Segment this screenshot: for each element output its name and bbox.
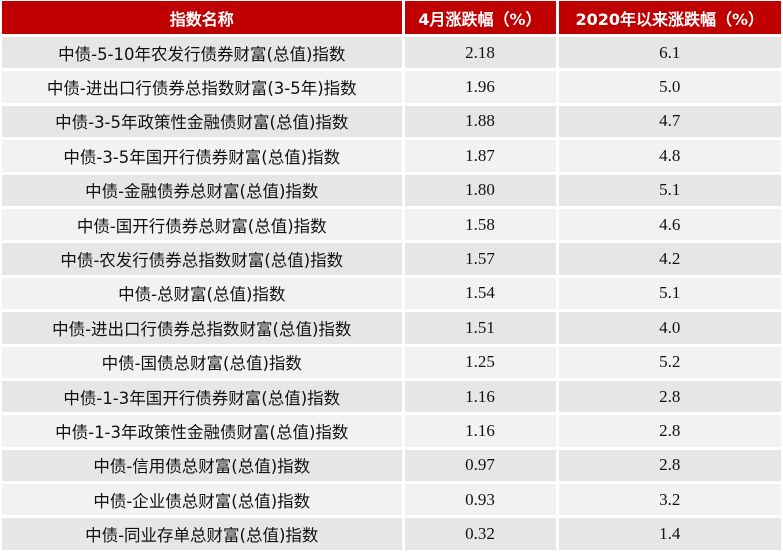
cell-ytd-change: 4.8	[557, 138, 781, 175]
table-row: 中债-1-3年政策性金融债财富(总值)指数 1.16 2.8	[2, 413, 781, 450]
cell-april-change: 1.16	[403, 413, 559, 450]
table-header-row: 指数名称 4月涨跌幅（%） 2020年以来涨跌幅（%）	[2, 1, 781, 37]
cell-index-name: 中债-企业债总财富(总值)指数	[2, 482, 405, 519]
cell-ytd-change: 2.8	[557, 448, 781, 485]
cell-ytd-change: 6.1	[557, 35, 781, 72]
header-index-name: 指数名称	[2, 1, 405, 37]
cell-april-change: 0.97	[403, 448, 559, 485]
table-row: 中债-国债总财富(总值)指数 1.25 5.2	[2, 345, 781, 381]
cell-index-name: 中债-5-10年农发行债券财富(总值)指数	[2, 35, 405, 72]
cell-index-name: 中债-1-3年国开行债券财富(总值)指数	[2, 379, 405, 416]
table-row: 中债-总财富(总值)指数 1.54 5.1	[2, 276, 781, 313]
table-body: 中债-5-10年农发行债券财富(总值)指数 2.18 6.1 中债-进出口行债券总指数…	[2, 35, 781, 553]
cell-ytd-change: 5.1	[557, 276, 781, 313]
cell-index-name: 中债-3-5年国开行债券财富(总值)指数	[2, 138, 405, 175]
table-row: 中债-企业债总财富(总值)指数 0.93 3.2	[2, 482, 781, 519]
cell-april-change: 1.58	[403, 207, 559, 244]
table-row: 中债-5-10年农发行债券财富(总值)指数 2.18 6.1	[2, 35, 781, 72]
cell-april-change: 1.51	[403, 310, 559, 347]
table-row: 中债-进出口行债券总指数财富(总值)指数 1.51 4.0	[2, 310, 781, 347]
cell-april-change: 1.25	[403, 345, 559, 381]
cell-index-name: 中债-进出口行债券总指数财富(总值)指数	[2, 310, 405, 347]
cell-april-change: 1.80	[403, 173, 559, 209]
cell-index-name: 中债-国开行债券总财富(总值)指数	[2, 207, 405, 244]
cell-index-name: 中债-金融债券总财富(总值)指数	[2, 173, 405, 209]
cell-index-name: 中债-农发行债券总指数财富(总值)指数	[2, 241, 405, 278]
table-row: 中债-3-5年政策性金融债财富(总值)指数 1.88 4.7	[2, 104, 781, 141]
cell-index-name: 中债-信用债总财富(总值)指数	[2, 448, 405, 485]
header-ytd-change: 2020年以来涨跌幅（%）	[557, 1, 781, 37]
table-row: 中债-1-3年国开行债券财富(总值)指数 1.16 2.8	[2, 379, 781, 416]
cell-index-name: 中债-进出口行债券总指数财富(3-5年)指数	[2, 69, 405, 106]
cell-april-change: 2.18	[403, 35, 559, 72]
cell-ytd-change: 3.2	[557, 482, 781, 519]
cell-index-name: 中债-3-5年政策性金融债财富(总值)指数	[2, 104, 405, 141]
header-april-change: 4月涨跌幅（%）	[403, 1, 559, 37]
table-row: 中债-进出口行债券总指数财富(3-5年)指数 1.96 5.0	[2, 69, 781, 106]
cell-ytd-change: 1.4	[557, 516, 781, 553]
cell-april-change: 1.16	[403, 379, 559, 416]
cell-index-name: 中债-同业存单总财富(总值)指数	[2, 516, 405, 553]
cell-index-name: 中债-1-3年政策性金融债财富(总值)指数	[2, 413, 405, 450]
cell-april-change: 1.88	[403, 104, 559, 141]
cell-index-name: 中债-国债总财富(总值)指数	[2, 345, 405, 381]
cell-index-name: 中债-总财富(总值)指数	[2, 276, 405, 313]
table-row: 中债-信用债总财富(总值)指数 0.97 2.8	[2, 448, 781, 485]
table-row: 中债-同业存单总财富(总值)指数 0.32 1.4	[2, 516, 781, 553]
cell-april-change: 0.32	[403, 516, 559, 553]
cell-ytd-change: 4.2	[557, 241, 781, 278]
cell-april-change: 0.93	[403, 482, 559, 519]
table-row: 中债-3-5年国开行债券财富(总值)指数 1.87 4.8	[2, 138, 781, 175]
cell-april-change: 1.87	[403, 138, 559, 175]
cell-ytd-change: 5.1	[557, 173, 781, 209]
cell-april-change: 1.57	[403, 241, 559, 278]
cell-april-change: 1.96	[403, 69, 559, 106]
table-row: 中债-国开行债券总财富(总值)指数 1.58 4.6	[2, 207, 781, 244]
cell-ytd-change: 4.7	[557, 104, 781, 141]
cell-ytd-change: 5.0	[557, 69, 781, 106]
cell-ytd-change: 2.8	[557, 413, 781, 450]
cell-ytd-change: 4.6	[557, 207, 781, 244]
table-row: 中债-农发行债券总指数财富(总值)指数 1.57 4.2	[2, 241, 781, 278]
cell-ytd-change: 2.8	[557, 379, 781, 416]
cell-april-change: 1.54	[403, 276, 559, 313]
cell-ytd-change: 5.2	[557, 345, 781, 381]
cell-ytd-change: 4.0	[557, 310, 781, 347]
table-row: 中债-金融债券总财富(总值)指数 1.80 5.1	[2, 173, 781, 209]
